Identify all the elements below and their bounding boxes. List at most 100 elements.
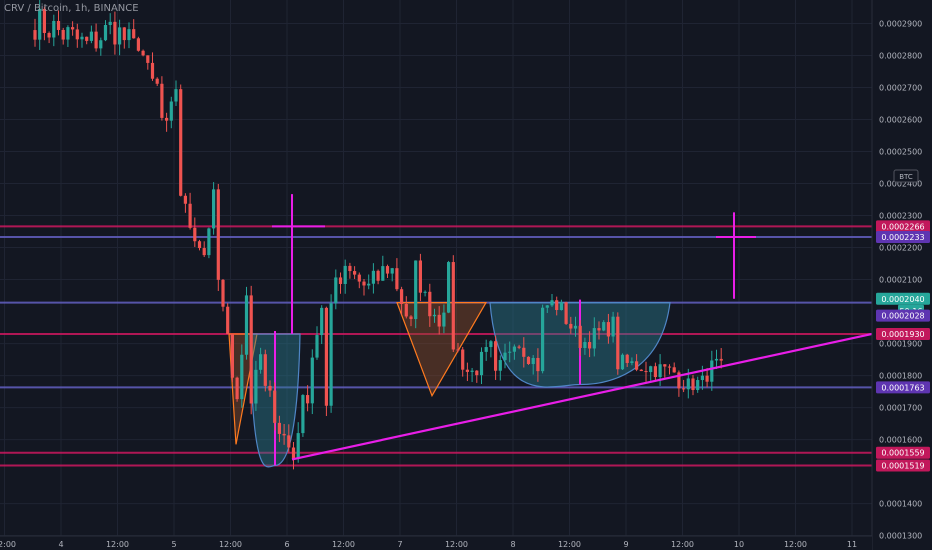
candle-body — [334, 277, 338, 304]
candle-body — [630, 361, 634, 363]
price-tick-label: 0.0002400 — [879, 180, 922, 189]
price-tick-label: 0.0002500 — [879, 148, 922, 157]
price-tick-label: 0.0002900 — [879, 20, 922, 29]
candle-body — [216, 189, 220, 280]
time-tick-label: 12:00 — [332, 540, 355, 549]
price-tick-label: 0.0001300 — [879, 532, 922, 541]
candle-body — [343, 265, 347, 284]
candle-body — [512, 346, 516, 352]
candle-body — [376, 270, 380, 281]
candle-body — [132, 29, 136, 39]
time-tick-label: 12:00 — [671, 540, 694, 549]
candle-body — [353, 271, 357, 275]
candle-body — [447, 262, 451, 313]
candle-body — [329, 303, 333, 406]
candle-body — [103, 24, 108, 41]
time-tick-label: 12:00 — [219, 540, 242, 549]
time-axis-background — [0, 536, 872, 550]
candle-body — [230, 334, 234, 378]
candle-body — [526, 356, 531, 365]
candle-body — [71, 27, 75, 30]
candle-body — [404, 303, 408, 317]
candle-body — [588, 342, 592, 349]
candle-body — [226, 306, 230, 335]
candle-body — [306, 395, 310, 404]
candle-body — [677, 372, 681, 389]
candle-body — [263, 354, 267, 386]
price-label-bg — [876, 446, 930, 459]
candle-body — [371, 270, 375, 284]
time-tick-label: 7 — [397, 540, 402, 549]
candle-body — [122, 27, 126, 41]
price-label-bg — [876, 230, 930, 243]
grid — [0, 0, 872, 537]
candle-body — [367, 283, 371, 286]
candle-body — [146, 55, 150, 63]
candle-body — [249, 295, 253, 404]
candle-body — [667, 366, 672, 368]
candle-body — [324, 307, 328, 406]
price-label-text: 0.0001519 — [881, 462, 924, 471]
candle-body — [235, 377, 239, 400]
candle-body — [691, 378, 695, 391]
candle-body — [348, 265, 352, 272]
candle-body — [127, 29, 131, 41]
price-label-text: 0.0002040 — [881, 295, 924, 304]
candle-body — [522, 347, 526, 357]
candle-body — [113, 21, 117, 45]
candle-body — [705, 375, 709, 382]
candle-body — [442, 312, 446, 327]
price-tick-label: 0.0001600 — [879, 436, 922, 445]
symbol-title: CRV / Bitcoin, 1h, BINANCE — [4, 3, 139, 14]
candle-body — [719, 358, 723, 361]
candle-body — [301, 395, 305, 434]
candle-body — [94, 31, 98, 49]
price-label-text: 0.0001559 — [881, 449, 924, 458]
candle-body — [663, 364, 667, 367]
price-tick-label: 0.0001400 — [879, 500, 922, 509]
price-label-bg — [876, 381, 930, 394]
candle-body — [625, 354, 629, 363]
candle-body — [635, 361, 639, 370]
price-label-bg — [876, 292, 930, 305]
candle-body — [169, 101, 173, 121]
price-tick-label: 0.0002600 — [879, 116, 922, 125]
candle-body — [597, 328, 601, 331]
candle-body — [418, 260, 422, 293]
candle-body — [658, 364, 662, 378]
price-tick-label: 0.0001800 — [879, 372, 922, 381]
time-tick-label: 6 — [284, 540, 289, 549]
candle-body — [644, 371, 648, 373]
candle-body — [240, 354, 244, 400]
candle-body — [160, 83, 164, 118]
candle-body — [221, 279, 225, 307]
candle-body — [620, 354, 625, 370]
candle-body — [197, 241, 202, 249]
candle-body — [291, 447, 296, 459]
candle-body — [531, 357, 535, 365]
price-label-text: 0.0002233 — [881, 233, 924, 242]
candle-body — [583, 342, 587, 348]
price-label-text: 0.0002266 — [881, 222, 924, 231]
candle-body — [508, 351, 512, 353]
candle-body — [451, 262, 455, 350]
price-ticks: 0.0002900 0.0002800 0.0002700 0.0002600 0.00… — [879, 20, 922, 541]
candle-body — [423, 291, 427, 293]
price-label-bg — [876, 309, 930, 322]
candle-body — [244, 295, 249, 355]
candle-body — [207, 228, 211, 256]
candle-body — [545, 305, 549, 308]
candle-body — [61, 29, 65, 40]
time-tick-label: 4 — [58, 540, 63, 549]
candle-body — [555, 300, 559, 310]
candle-body — [409, 316, 413, 320]
candle-body — [672, 367, 676, 373]
price-tick-label: 0.0001700 — [879, 404, 922, 413]
candle-body — [484, 347, 488, 352]
time-tick-label: 9 — [623, 540, 628, 549]
candle-body — [183, 195, 187, 204]
candle-body — [150, 62, 155, 79]
candle-body — [268, 385, 272, 391]
